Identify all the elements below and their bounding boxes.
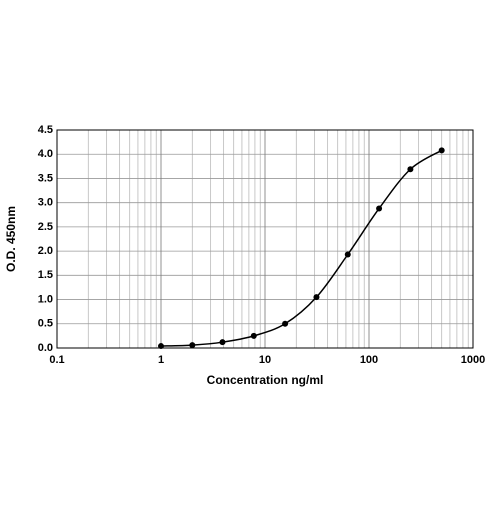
x-axis-label: Concentration ng/ml — [207, 373, 324, 387]
y-tick-label: 0.5 — [38, 318, 53, 330]
data-point — [189, 342, 196, 349]
y-tick-label: 4.5 — [38, 124, 53, 136]
x-tick-label: 1 — [158, 354, 164, 366]
y-tick-label: 3.0 — [38, 197, 53, 209]
data-point — [344, 251, 351, 258]
plot-frame — [56, 129, 474, 349]
y-tick-label: 2.5 — [38, 221, 53, 233]
data-point — [438, 147, 445, 154]
y-tick-label: 2.0 — [38, 245, 53, 257]
x-tick-label: 10 — [259, 354, 271, 366]
data-point — [282, 320, 289, 327]
x-tick-label: 0.1 — [49, 354, 64, 366]
y-tick-label: 1.5 — [38, 269, 53, 281]
y-tick-label: 1.0 — [38, 293, 53, 305]
x-tick-label: 100 — [360, 354, 378, 366]
fit-line — [160, 149, 443, 347]
x-tick-label: 1000 — [461, 354, 485, 366]
y-tick-label: 0.0 — [38, 342, 53, 354]
y-tick-label: 4.0 — [38, 148, 53, 160]
data-point — [376, 205, 383, 212]
y-axis-label: O.D. 450nm — [4, 206, 18, 272]
data-point — [407, 166, 414, 173]
data-point — [250, 332, 257, 339]
data-point — [313, 294, 320, 301]
y-tick-label: 3.5 — [38, 172, 53, 184]
data-point — [219, 339, 226, 346]
data-point — [158, 343, 164, 350]
